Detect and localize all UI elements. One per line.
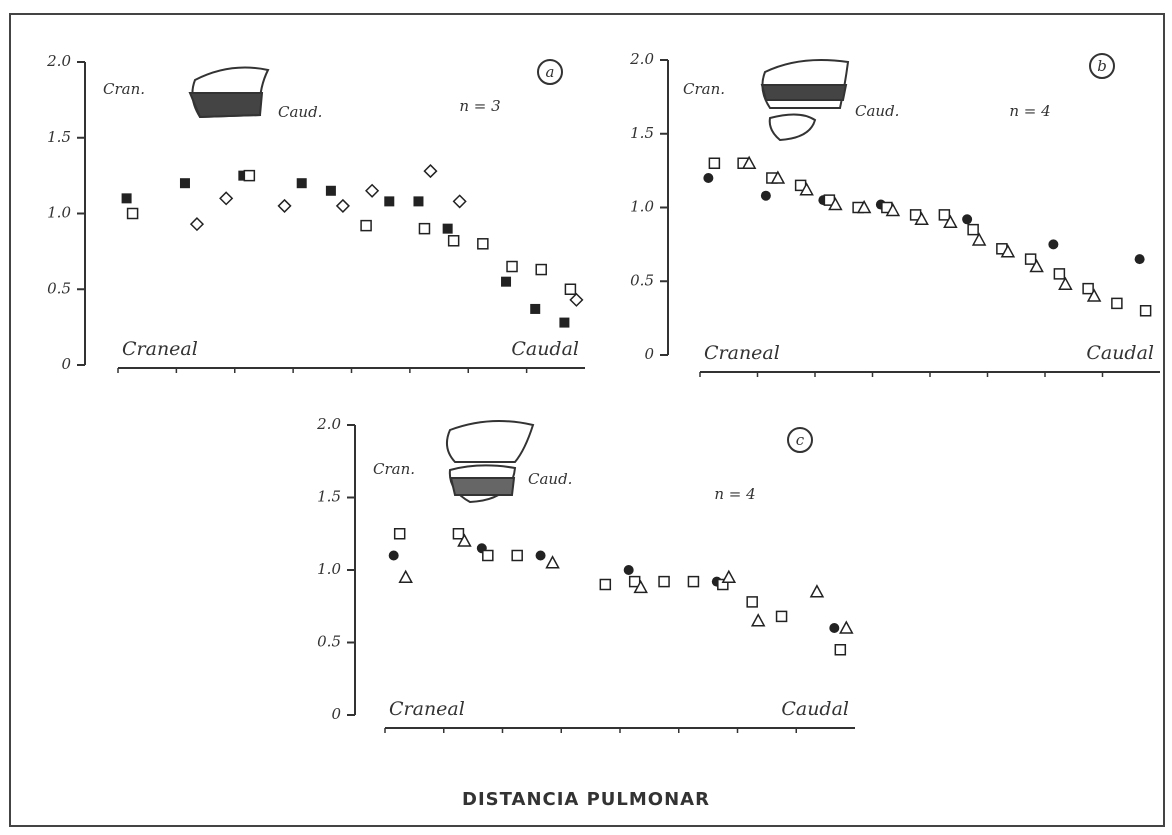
cranial-label: Cran. [373, 460, 415, 478]
point [761, 191, 771, 201]
cranial-label: Cran. [683, 80, 725, 98]
point [512, 551, 522, 561]
y-tick-label: 1.0 [317, 560, 341, 578]
point [1048, 239, 1058, 249]
point [389, 551, 399, 561]
y-tick-label: 2.0 [46, 52, 71, 70]
y-tick-label: 2.0 [629, 50, 654, 68]
frame [10, 14, 1164, 826]
caudal-label: Caud. [855, 102, 899, 120]
y-tick-label: 2.0 [316, 415, 341, 433]
caudal-label: Caud. [278, 103, 322, 121]
point [624, 565, 634, 575]
y-tick-label: 0 [331, 705, 341, 723]
y-tick-label: 0.5 [47, 279, 71, 297]
point [1026, 254, 1036, 264]
point [536, 265, 546, 275]
point [413, 196, 423, 206]
point [395, 529, 405, 539]
point [297, 178, 307, 188]
point [326, 186, 336, 196]
point [530, 304, 540, 314]
point [659, 577, 669, 587]
point [829, 623, 839, 633]
x-start-label: Craneal [704, 342, 780, 364]
point [384, 196, 394, 206]
point [1135, 254, 1145, 264]
point [703, 173, 713, 183]
point [559, 318, 569, 328]
point [1112, 298, 1122, 308]
point [962, 214, 972, 224]
point [1141, 306, 1151, 316]
point [443, 224, 453, 234]
point [128, 209, 138, 219]
point [180, 178, 190, 188]
caption: DISTANCIA PULMONAR [462, 789, 710, 810]
x-start-label: Craneal [122, 338, 198, 360]
point [419, 224, 429, 234]
point [1054, 269, 1064, 279]
point [536, 551, 546, 561]
x-end-label: Caudal [781, 698, 849, 720]
x-end-label: Caudal [1086, 342, 1154, 364]
panel-label: c [796, 431, 805, 449]
point [1083, 284, 1093, 294]
point [747, 597, 757, 607]
point [244, 171, 254, 181]
x-start-label: Craneal [389, 698, 465, 720]
y-tick-label: 1.5 [47, 128, 71, 146]
y-tick-label: 0 [644, 345, 654, 363]
point [835, 645, 845, 655]
x-end-label: Caudal [511, 338, 579, 360]
n-label: n = 4 [1009, 102, 1050, 120]
y-tick-label: 1.5 [630, 124, 654, 142]
y-tick-label: 0.5 [317, 633, 341, 651]
y-tick-label: 1.0 [47, 204, 71, 222]
point [122, 193, 132, 203]
point [449, 236, 459, 246]
point [453, 529, 463, 539]
n-label: n = 3 [459, 97, 500, 115]
point [501, 277, 511, 287]
y-tick-label: 1.5 [317, 488, 341, 506]
panel-label: a [546, 63, 555, 81]
point [968, 225, 978, 235]
point [478, 239, 488, 249]
point [361, 221, 371, 231]
point [939, 210, 949, 220]
point [600, 580, 610, 590]
point [483, 551, 493, 561]
point [565, 284, 575, 294]
point [709, 158, 719, 168]
point [688, 577, 698, 587]
point [777, 611, 787, 621]
n-label: n = 4 [714, 485, 755, 503]
panel-label: b [1097, 57, 1107, 75]
cranial-label: Cran. [103, 80, 145, 98]
figure: DISTANCIA PULMONAR 0 0.5 1.0 1.5 2.0 Craneal C… [0, 0, 1172, 831]
y-tick-label: 0.5 [630, 271, 654, 289]
caudal-label: Caud. [528, 470, 572, 488]
point [507, 262, 517, 272]
y-tick-label: 0 [61, 355, 71, 373]
y-tick-label: 1.0 [630, 198, 654, 216]
